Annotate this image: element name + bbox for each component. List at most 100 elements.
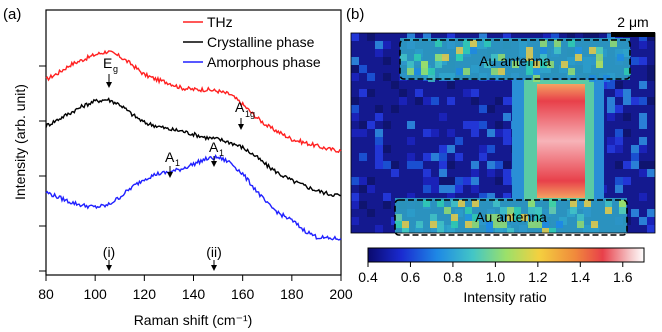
map-speckle-pixel xyxy=(610,40,617,47)
map-pixel xyxy=(367,33,375,41)
map-speckle-pixel xyxy=(528,221,535,228)
map-pixel xyxy=(639,137,647,145)
map-speckle-pixel xyxy=(451,200,458,207)
map-pixel xyxy=(487,145,495,153)
map-speckle-pixel xyxy=(500,221,507,228)
map-pixel xyxy=(447,129,455,137)
map-speckle-pixel xyxy=(465,221,472,228)
map-speckle-pixel xyxy=(430,221,437,228)
map-pixel xyxy=(439,177,447,185)
map-pixel xyxy=(479,105,487,113)
a1g-arrowhead xyxy=(238,124,244,130)
map-pixel xyxy=(487,193,495,201)
legend-label-amorphous: Amorphous phase xyxy=(207,54,321,70)
eg-subscript: g xyxy=(113,64,118,74)
map-speckle-pixel xyxy=(554,47,561,54)
map-pixel xyxy=(367,185,375,193)
map-pixel xyxy=(631,97,639,105)
map-speckle-pixel xyxy=(526,61,533,68)
map-pixel xyxy=(639,81,647,89)
map-speckle-pixel xyxy=(514,214,521,221)
colorbar-tick-label: 1.6 xyxy=(613,269,633,285)
map-pixel xyxy=(431,97,439,105)
x-axis-ticks: 80 100 120 140 160 180 200 xyxy=(38,275,353,302)
map-pixel xyxy=(447,193,455,201)
map-speckle-pixel xyxy=(416,221,423,228)
map-pixel xyxy=(623,113,631,121)
map-pixel xyxy=(463,177,471,185)
map-pixel xyxy=(495,129,503,137)
map-speckle-pixel xyxy=(526,47,533,54)
map-pixel xyxy=(423,129,431,137)
map-speckle-pixel xyxy=(463,40,470,47)
map-pixel xyxy=(439,161,447,169)
map-speckle-pixel xyxy=(437,221,444,228)
map-pixel xyxy=(639,41,647,49)
eg-arrowhead xyxy=(106,82,112,88)
map-pixel xyxy=(447,33,455,41)
map-pixel xyxy=(391,105,399,113)
annotation-eg: E g xyxy=(103,55,118,88)
map-pixel xyxy=(375,225,383,233)
map-pixel xyxy=(391,161,399,169)
map-pixel xyxy=(503,161,511,169)
map-pixel xyxy=(647,217,655,225)
map-pixel xyxy=(471,121,479,129)
map-speckle-pixel xyxy=(421,61,428,68)
map-speckle-pixel xyxy=(589,47,596,54)
map-speckle-pixel xyxy=(428,68,435,75)
map-speckle-pixel xyxy=(535,207,542,214)
map-pixel xyxy=(407,33,415,41)
map-pixel xyxy=(607,137,615,145)
map-speckle-pixel xyxy=(407,61,414,68)
map-speckle-pixel xyxy=(484,40,491,47)
map-pixel xyxy=(351,177,359,185)
map-pixel xyxy=(503,113,511,121)
map-pixel xyxy=(455,137,463,145)
map-pixel xyxy=(391,81,399,89)
antenna-bottom-label: Au antenna xyxy=(475,209,547,225)
map-speckle-pixel xyxy=(442,54,449,61)
map-pixel xyxy=(423,177,431,185)
map-pixel xyxy=(439,153,447,161)
map-pixel xyxy=(495,121,503,129)
map-speckle-pixel xyxy=(456,47,463,54)
antenna-bottom-outline xyxy=(394,199,628,236)
map-pixel xyxy=(431,177,439,185)
x-tick-label: 180 xyxy=(280,286,304,302)
map-pixel xyxy=(503,137,511,145)
legend: THz Crystalline phase Amorphous phase xyxy=(183,14,321,70)
map-pixel xyxy=(647,161,655,169)
marker-ii-label: (ii) xyxy=(206,244,222,260)
map-pixel xyxy=(615,185,623,193)
colorbar-tick-label: 0.6 xyxy=(401,269,421,285)
y-axis-label: Intensity (arb. unit) xyxy=(12,84,28,200)
map-pixel xyxy=(615,137,623,145)
map-pixel xyxy=(383,145,391,153)
map-pixel xyxy=(479,193,487,201)
map-speckle xyxy=(395,40,631,233)
map-speckle-pixel xyxy=(540,54,547,61)
map-pixel xyxy=(503,193,511,201)
map-speckle-pixel xyxy=(528,200,535,207)
map-speckle-pixel xyxy=(549,200,556,207)
map-speckle-pixel xyxy=(491,54,498,61)
map-pixel xyxy=(615,129,623,137)
map-pixel xyxy=(487,169,495,177)
map-pixel xyxy=(551,33,559,41)
panel-b-label: (b) xyxy=(346,6,364,23)
colorbar-tick-label: 0.8 xyxy=(443,269,463,285)
map-pixel xyxy=(647,73,655,81)
map-pixel xyxy=(351,201,359,209)
series-line-crystalline-phase xyxy=(45,97,341,197)
map-speckle-pixel xyxy=(549,228,556,233)
map-pixel xyxy=(471,177,479,185)
x-tick-label: 80 xyxy=(38,286,54,302)
antenna-top-outline xyxy=(399,39,631,80)
map-pixel xyxy=(439,169,447,177)
map-pixel xyxy=(463,121,471,129)
map-pixel xyxy=(479,153,487,161)
map-pixel xyxy=(623,177,631,185)
map-speckle-pixel xyxy=(540,61,547,68)
map-pixel xyxy=(543,33,551,41)
